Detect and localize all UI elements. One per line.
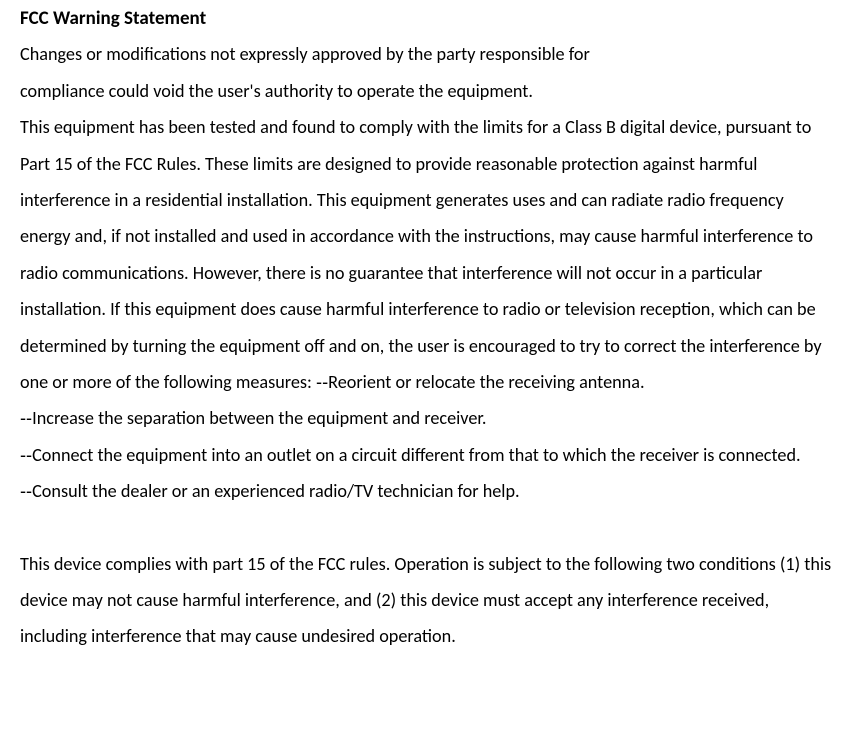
page-title: FCC Warning Statement: [20, 4, 838, 34]
paragraph: ‐‐Connect the equipment into an outlet o…: [20, 437, 838, 473]
paragraph: ‐‐Increase the separation between the eq…: [20, 400, 838, 436]
paragraph: compliance could void the user's authori…: [20, 73, 838, 109]
paragraph: ‐‐Consult the dealer or an experienced r…: [20, 473, 838, 509]
paragraph: This equipment has been tested and found…: [20, 109, 838, 400]
document-page: FCC Warning Statement Changes or modific…: [0, 0, 858, 675]
paragraph: This device complies with part 15 of the…: [20, 546, 838, 655]
paragraph: Changes or modifications not expressly a…: [20, 36, 838, 72]
blank-line: [20, 510, 838, 546]
